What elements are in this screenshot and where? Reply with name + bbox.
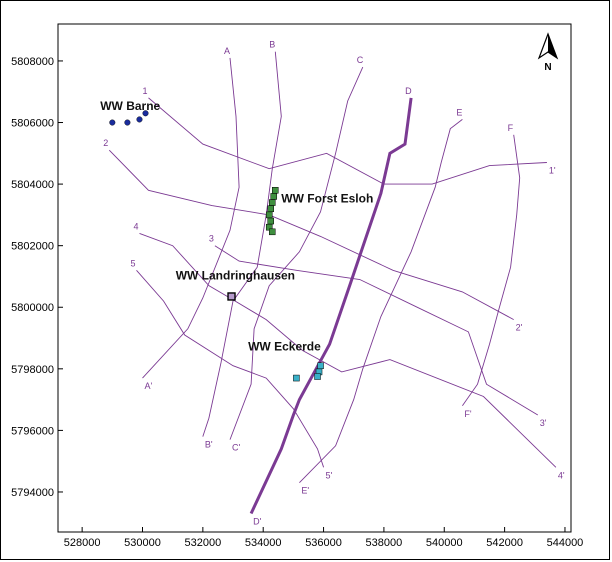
section-end-label: 4' <box>558 470 565 480</box>
well-marker <box>142 110 149 117</box>
y-tick-label: 5798000 <box>11 364 54 376</box>
y-tick-label: 5808000 <box>11 56 54 68</box>
x-tick-label: 536000 <box>305 537 342 549</box>
section-start-label: D <box>405 86 412 96</box>
section-start-label: A <box>224 46 230 56</box>
well-marker <box>269 228 276 236</box>
well-marker <box>124 119 131 126</box>
section-end-label: E' <box>301 486 309 496</box>
y-tick-label: 5806000 <box>11 118 54 130</box>
well-marker <box>267 205 274 212</box>
north-arrow: N <box>537 32 559 73</box>
section-line-9 <box>139 232 557 468</box>
well-marker <box>265 211 273 219</box>
section-end-label: 1' <box>549 166 556 176</box>
x-tick-label: 528000 <box>64 537 101 549</box>
well-marker <box>270 193 278 200</box>
x-tick-label: 538000 <box>366 537 403 549</box>
section-end-label: F' <box>464 409 471 419</box>
wellfield-label: WW Forst Esloh <box>281 192 373 206</box>
section-start-label: E <box>456 107 462 117</box>
section-line-0 <box>142 57 240 379</box>
y-tick-label: 5796000 <box>11 425 54 437</box>
section-start-label: 1 <box>143 86 148 96</box>
section-line-3 <box>249 97 413 515</box>
well-marker <box>293 374 300 382</box>
wellfield-label: WW Eckerde <box>248 339 321 353</box>
section-start-label: 2 <box>103 138 108 148</box>
well-marker <box>267 217 274 225</box>
well-marker <box>314 373 321 380</box>
section-start-label: B <box>269 40 275 50</box>
x-tick-label: 530000 <box>124 537 161 549</box>
section-end-label: D' <box>253 517 261 527</box>
x-tick-label: 534000 <box>245 537 282 549</box>
wellfield-label: WW Landringhausen <box>176 269 295 283</box>
section-line-7 <box>108 149 514 320</box>
well-marker <box>269 199 276 206</box>
section-end-label: 5' <box>326 470 333 480</box>
x-tick-label: 544000 <box>547 537 584 549</box>
y-tick-label: 5802000 <box>11 241 54 253</box>
section-start-label: C <box>357 55 364 65</box>
section-end-label: 2' <box>516 323 523 333</box>
north-label: N <box>544 62 551 73</box>
wellfields: WW Barne WW Forst Esloh WW Landringhausen W… <box>100 99 373 382</box>
section-line-6 <box>148 97 547 185</box>
section-end-label: 3' <box>540 418 547 428</box>
section-start-label: 3 <box>209 234 214 244</box>
y-tick-label: 5804000 <box>11 179 54 191</box>
well-marker <box>136 116 143 123</box>
y-tick-label: 5800000 <box>11 302 54 314</box>
well-marker <box>227 292 236 301</box>
section-line-1 <box>202 51 282 437</box>
section-start-label: F <box>508 123 514 133</box>
wellfield-label: WW Barne <box>100 99 160 113</box>
axis-ticks: 528000 530000 532000 534000 536000 538000 5400… <box>11 56 583 549</box>
section-line-10 <box>136 270 325 468</box>
section-line-5 <box>462 134 521 407</box>
section-start-label: 4 <box>133 221 138 231</box>
section-line-4 <box>299 119 463 484</box>
section-start-label: 5 <box>130 258 135 268</box>
y-tick-label: 5794000 <box>11 487 54 499</box>
x-tick-label: 540000 <box>426 537 463 549</box>
section-lines: A A' B B' C C' D D' E E' F F' 1 1' 2 2' 3 3' 4 4' 5 5' <box>103 40 565 527</box>
section-end-label: A' <box>144 381 152 391</box>
well-marker <box>109 119 116 126</box>
section-line-8 <box>214 245 539 416</box>
x-tick-label: 532000 <box>184 537 221 549</box>
well-marker <box>317 362 324 369</box>
x-tick-label: 542000 <box>486 537 523 549</box>
section-line-2 <box>229 66 364 440</box>
section-end-label: C' <box>232 443 240 453</box>
section-end-label: B' <box>205 440 213 450</box>
well-marker <box>272 187 279 194</box>
